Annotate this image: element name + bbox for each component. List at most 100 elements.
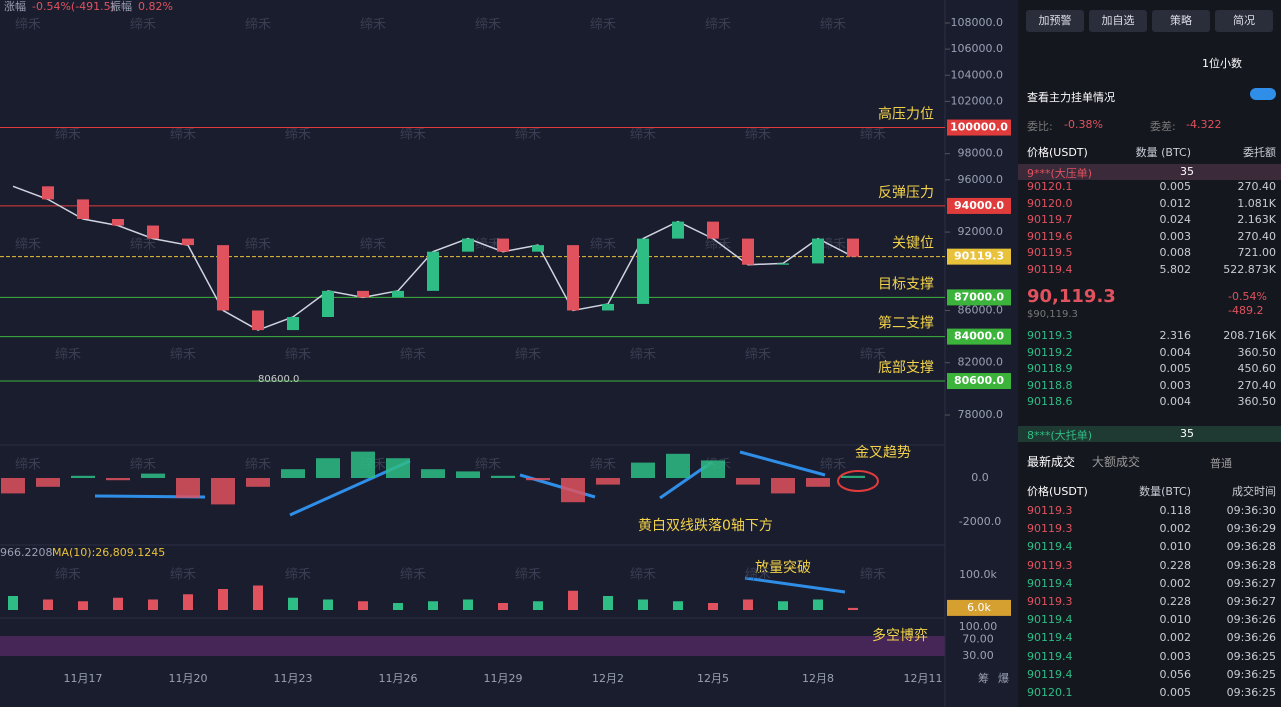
watermark: 缔禾 — [15, 457, 41, 473]
button[interactable]: 加预警 — [1026, 10, 1084, 32]
bid-row: 360.50 — [1237, 395, 1277, 408]
macd-bar — [351, 451, 375, 478]
watermark: 缔禾 — [15, 237, 41, 253]
trade-row: 09:36:25 — [1226, 649, 1276, 663]
watermark: 缔禾 — [245, 457, 271, 473]
vol-bar — [463, 599, 473, 610]
watermark: 缔禾 — [860, 127, 886, 143]
watermark: 缔禾 — [475, 457, 501, 473]
arrow — [739, 450, 826, 477]
watermark: 缔禾 — [130, 17, 156, 33]
watermark: 缔禾 — [360, 237, 386, 253]
tab[interactable]: 普通 — [1210, 457, 1232, 470]
watermark: 缔禾 — [400, 127, 426, 143]
button[interactable]: 策略 — [1152, 10, 1210, 32]
candle — [637, 238, 649, 304]
watermark: 缔禾 — [55, 567, 81, 583]
level-tag — [947, 289, 1011, 306]
bid-row: 208.716K — [1223, 329, 1276, 342]
vol-bar — [113, 597, 123, 610]
ask-row: 1.081K — [1237, 196, 1276, 210]
macd-bar — [806, 478, 830, 487]
chart: 涨幅 -0.54%(-491.5) 振幅 0.82% 966.2208 MA(1… — [0, 0, 1011, 707]
y-tick-label: 78000.0 — [958, 408, 1004, 421]
corner-label: 筹 — [978, 671, 989, 685]
trade-row: 0.010 — [1159, 613, 1192, 627]
vol-bar — [603, 596, 613, 610]
trade-row: 09:36:27 — [1226, 595, 1276, 608]
last-price: 90,119.3 — [1027, 286, 1116, 307]
trade-row: 0.056 — [1159, 667, 1192, 681]
trade-row: 90119.4 — [1027, 540, 1073, 554]
trade-row: 0.002 — [1159, 631, 1192, 645]
trade-header: 数量(BTC) — [1139, 485, 1191, 498]
candle — [112, 219, 124, 226]
trade-row: 09:36:25 — [1226, 667, 1276, 681]
tab[interactable]: 大额成交 — [1092, 455, 1141, 469]
watermark: 缔禾 — [285, 347, 311, 363]
ask-row: 90120.0 — [1027, 196, 1073, 210]
watermark: 缔禾 — [860, 347, 886, 363]
osc-tick: 100.00 — [959, 620, 998, 633]
bid-row: 360.50 — [1237, 345, 1277, 359]
trade-row: 90120.1 — [1027, 686, 1073, 699]
level-note: 第二支撑 — [878, 315, 934, 332]
vol-bar — [183, 594, 193, 610]
watermark: 缔禾 — [515, 567, 541, 583]
watermark: 缔禾 — [170, 347, 196, 363]
trade-row: 09:36:27 — [1226, 576, 1276, 590]
candle — [672, 221, 684, 239]
trade-row: 0.002 — [1159, 522, 1192, 536]
macd-bar — [631, 462, 655, 478]
x-tick-label: 11月26 — [379, 672, 418, 685]
candle — [287, 317, 299, 331]
level-tag-label: 94000.0 — [954, 199, 1004, 212]
level-tag — [947, 328, 1011, 345]
watermark: 缔禾 — [705, 237, 731, 253]
vol-bar — [8, 596, 18, 610]
vol-bar — [358, 601, 368, 610]
vol-bar — [288, 597, 298, 610]
candle — [847, 238, 859, 257]
vol-tick: 100.0k — [959, 568, 997, 581]
vol-bar — [848, 607, 858, 610]
big-row — [1018, 164, 1281, 180]
y-tick-label: 108000.0 — [951, 16, 1004, 29]
amp: 0.82% — [138, 0, 173, 13]
trade-row: 90119.3 — [1027, 522, 1073, 536]
button[interactable]: 加自选 — [1089, 10, 1147, 32]
level-tag-label: 87000.0 — [954, 290, 1004, 303]
macd-tick: -2000.0 — [959, 515, 1001, 528]
ask-big-qty: 35 — [1180, 165, 1194, 178]
annotation: 金叉趋势 — [855, 445, 911, 461]
trade-row: 09:36:26 — [1226, 631, 1276, 645]
trade-row: 90119.3 — [1027, 595, 1073, 608]
ask-row: 721.00 — [1237, 246, 1277, 259]
bid-row: 0.004 — [1159, 345, 1192, 359]
watermark: 缔禾 — [15, 17, 41, 33]
vol-bar — [428, 601, 438, 610]
x-tick-label: 12月2 — [592, 672, 624, 685]
candle — [357, 290, 369, 298]
candle — [182, 238, 194, 246]
watermark: 缔禾 — [55, 347, 81, 363]
watermark: 缔禾 — [515, 347, 541, 363]
toggle[interactable] — [1250, 88, 1276, 100]
bid-big: 8***(大托单) — [1027, 429, 1093, 442]
vol-bar — [778, 601, 788, 610]
trade-row: 90119.4 — [1027, 649, 1073, 663]
macd-bar — [841, 475, 865, 478]
corner-label: 爆 — [998, 671, 1009, 685]
tab[interactable]: 最新成交 — [1027, 455, 1076, 469]
vol-prefix: 966.2208 — [0, 546, 53, 559]
annotation: 黄白双线跌落0轴下方 — [638, 517, 773, 534]
bid-row: 90118.6 — [1027, 395, 1073, 408]
level-note: 目标支撑 — [878, 276, 934, 292]
macd-bar — [456, 471, 480, 478]
trade-row: 09:36:28 — [1226, 540, 1276, 554]
trade-row: 09:36:26 — [1226, 613, 1276, 627]
ask-row: 0.008 — [1159, 246, 1192, 259]
button[interactable]: 简况 — [1215, 10, 1273, 32]
vol-bar — [43, 599, 53, 610]
level-tag — [947, 373, 1011, 390]
